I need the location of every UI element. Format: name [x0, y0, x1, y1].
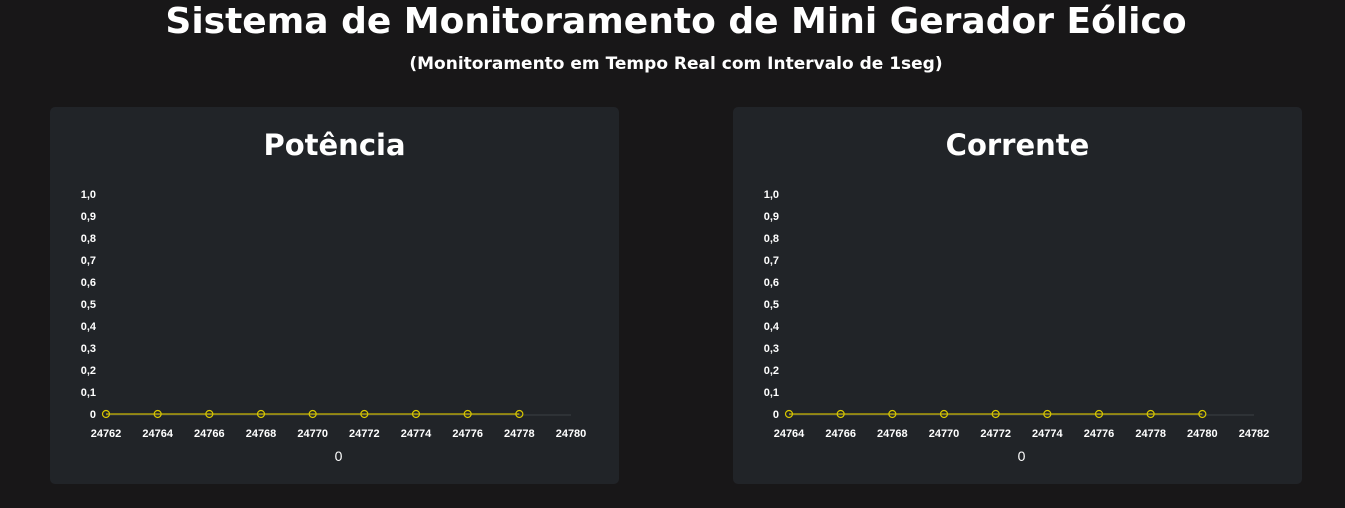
data-point — [515, 409, 524, 419]
x-tick-label: 24768 — [877, 428, 908, 440]
chart-corrente: 0 0,1 0,2 0,3 0,4 0,5 0,6 0,7 0,8 0,9 1,0 24764 2476… — [764, 189, 1270, 464]
x-tick-label: 24776 — [1084, 428, 1115, 440]
y-tick-label: 0,5 — [764, 299, 779, 311]
x-tick-label: 24770 — [929, 428, 960, 440]
x-axis-label: 0 — [335, 448, 343, 464]
data-point — [939, 409, 949, 419]
x-tick-label: 24772 — [980, 428, 1011, 440]
data-point — [360, 409, 369, 419]
x-tick-label: 24780 — [1187, 428, 1218, 440]
page-title: Sistema de Monitoramento de Mini Gerador… — [165, 1, 1187, 42]
y-tick-label: 0 — [90, 409, 96, 421]
y-tick-label: 1,0 — [764, 189, 779, 201]
chart-title: Potência — [263, 128, 406, 162]
y-tick-label: 0,4 — [81, 321, 97, 333]
chart-title: Corrente — [945, 128, 1090, 162]
x-tick-label: 24764 — [142, 428, 173, 440]
x-tick-label: 24772 — [349, 428, 380, 440]
x-tick-label: 24764 — [774, 428, 805, 440]
data-point — [1094, 409, 1104, 419]
y-tick-label: 0,1 — [81, 387, 96, 399]
panel-potencia: Potência 0 0,1 0,2 0,3 0,4 0,5 0,6 0,7 0,8 0,9 1,0… — [50, 107, 619, 484]
data-point — [101, 409, 111, 419]
data-point — [784, 409, 794, 419]
data-point — [411, 409, 421, 419]
chart-potencia: 0 0,1 0,2 0,3 0,4 0,5 0,6 0,7 0,8 0,9 1,0 24762 2476… — [81, 189, 587, 464]
data-point — [888, 409, 897, 419]
y-tick-label: 0,8 — [81, 233, 96, 245]
x-tick-label: 24766 — [194, 428, 225, 440]
data-point — [205, 409, 214, 419]
data-point — [1043, 409, 1052, 419]
y-tick-label: 0,9 — [81, 211, 96, 223]
y-tick-label: 0,4 — [764, 321, 780, 333]
y-tick-label: 0,1 — [764, 387, 779, 399]
x-tick-label: 24766 — [825, 428, 856, 440]
page-subtitle: (Monitoramento em Tempo Real com Interva… — [409, 54, 943, 74]
x-tick-label: 24776 — [452, 428, 483, 440]
y-tick-label: 0,2 — [81, 365, 96, 377]
panel-corrente: Corrente 0 0,1 0,2 0,3 0,4 0,5 0,6 0,7 0,8 0,9 1,0… — [733, 107, 1302, 484]
data-point — [463, 409, 472, 419]
x-tick-label: 24782 — [1239, 428, 1270, 440]
y-tick-label: 0,9 — [764, 211, 779, 223]
y-tick-label: 0,7 — [764, 255, 779, 267]
x-tick-label: 24774 — [401, 428, 432, 440]
y-tick-label: 0,2 — [764, 365, 779, 377]
data-point — [256, 409, 266, 419]
y-tick-label: 0,8 — [764, 233, 779, 245]
y-tick-label: 1,0 — [81, 189, 96, 201]
y-tick-label: 0 — [773, 409, 779, 421]
x-tick-label: 24768 — [246, 428, 277, 440]
y-tick-label: 0,3 — [81, 343, 96, 355]
data-point — [1198, 409, 1207, 419]
x-tick-label: 24778 — [1135, 428, 1166, 440]
y-tick-label: 0,6 — [81, 277, 96, 289]
data-point — [1146, 409, 1155, 419]
y-tick-label: 0,3 — [764, 343, 779, 355]
y-tick-label: 0,7 — [81, 255, 96, 267]
x-tick-label: 24778 — [504, 428, 535, 440]
data-point — [153, 409, 162, 419]
data-point — [308, 409, 317, 419]
x-tick-label: 24774 — [1032, 428, 1063, 440]
data-point — [836, 409, 845, 419]
x-axis-label: 0 — [1018, 448, 1026, 464]
y-tick-label: 0,6 — [764, 277, 779, 289]
x-tick-label: 24762 — [91, 428, 122, 440]
data-point — [991, 409, 1000, 419]
x-tick-label: 24780 — [556, 428, 587, 440]
y-tick-label: 0,5 — [81, 299, 96, 311]
x-tick-label: 24770 — [297, 428, 328, 440]
